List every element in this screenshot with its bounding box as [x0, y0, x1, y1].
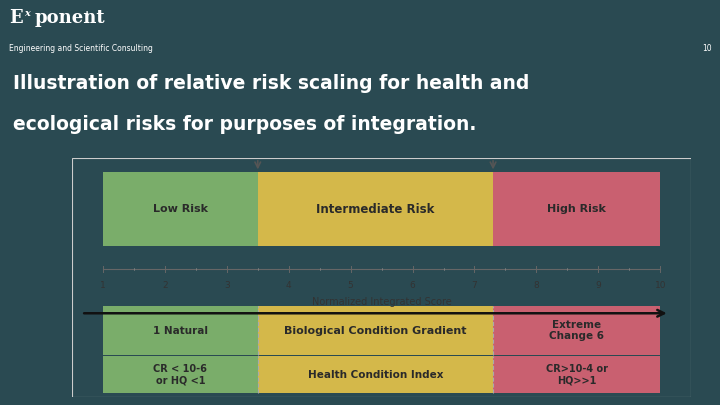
Bar [103, 172, 258, 246]
Text: CR>10-4 or
HQ>>1: CR>10-4 or HQ>>1 [546, 364, 608, 386]
Text: CR < 10-6
or HQ <1: CR < 10-6 or HQ <1 [153, 364, 207, 386]
Text: 4: 4 [286, 281, 292, 290]
Bar [493, 306, 660, 355]
Text: 7: 7 [472, 281, 477, 290]
Bar [493, 356, 660, 393]
Text: Engineering and Scientific Consulting: Engineering and Scientific Consulting [9, 44, 153, 53]
Text: High Risk: High Risk [547, 205, 606, 214]
Bar [493, 172, 660, 246]
Text: 10: 10 [654, 281, 666, 290]
Text: 2: 2 [162, 281, 168, 290]
Text: Health Condition Index: Health Condition Index [307, 370, 443, 380]
Text: Low Risk: Low Risk [153, 205, 208, 214]
Text: 6: 6 [410, 281, 415, 290]
Text: 1 Natural: 1 Natural [153, 326, 208, 336]
Text: ecological risks for purposes of integration.: ecological risks for purposes of integra… [13, 115, 477, 134]
Bar [258, 172, 493, 246]
Bar [103, 356, 258, 393]
Text: 8: 8 [534, 281, 539, 290]
Bar [258, 306, 493, 355]
Text: x: x [24, 9, 30, 18]
Text: Biological Condition Gradient: Biological Condition Gradient [284, 326, 467, 336]
Text: ponent: ponent [35, 9, 105, 28]
Text: 10: 10 [702, 44, 711, 53]
Text: Normalized Integrated Score: Normalized Integrated Score [312, 296, 451, 307]
Text: Illustration of relative risk scaling for health and: Illustration of relative risk scaling fo… [13, 75, 529, 94]
Text: Extreme
Change 6: Extreme Change 6 [549, 320, 604, 341]
Text: 3: 3 [224, 281, 230, 290]
Text: 9: 9 [595, 281, 601, 290]
Text: 1: 1 [100, 281, 106, 290]
Text: ·: · [85, 6, 89, 21]
Text: 5: 5 [348, 281, 354, 290]
Text: Intermediate Risk: Intermediate Risk [316, 203, 435, 216]
Bar [258, 356, 493, 393]
Text: E: E [9, 9, 23, 28]
Bar [103, 306, 258, 355]
